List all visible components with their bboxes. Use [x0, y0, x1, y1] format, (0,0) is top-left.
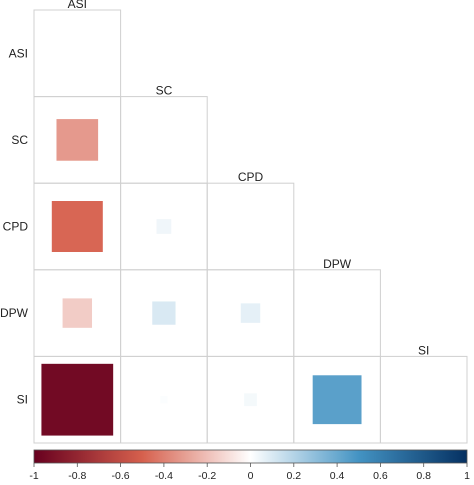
corr-square-dpw-cpd — [240, 303, 261, 323]
corr-square-dpw-sc — [152, 301, 176, 325]
colorbar-tick-label-1: 1 — [464, 470, 470, 482]
colorbar-tick-label-m0p4: -0.4 — [155, 470, 173, 482]
colorbar-tick-label-0p2: 0.2 — [286, 470, 301, 482]
colorbar-tick-label-m0p8: -0.8 — [68, 470, 86, 482]
colorbar-tick-label-0: 0 — [248, 470, 254, 482]
corr-square-cpd-sc — [156, 219, 172, 234]
colorbar — [33, 449, 468, 464]
column-label-asi: ASI — [68, 0, 87, 11]
corr-square-dpw-asi — [62, 298, 93, 328]
column-label-cpd: CPD — [238, 170, 264, 184]
corr-square-si-cpd — [244, 393, 257, 407]
row-label-sc: SC — [11, 133, 28, 147]
corr-square-sc-asi — [56, 119, 99, 161]
corr-square-cpd-asi — [51, 201, 103, 252]
cell-frame-sc-sc — [120, 96, 208, 184]
row-label-cpd: CPD — [3, 220, 29, 234]
row-label-dpw: DPW — [0, 306, 29, 320]
colorbar-tick-label-0p8: 0.8 — [416, 470, 431, 482]
cell-frame-cpd-cpd — [206, 182, 295, 271]
corr-square-si-asi — [41, 363, 114, 436]
column-label-sc: SC — [156, 84, 173, 98]
column-label-dpw: DPW — [323, 257, 352, 271]
corr-square-si-dpw — [312, 375, 362, 425]
row-label-si: SI — [17, 393, 28, 407]
row-label-asi: ASI — [9, 46, 28, 60]
colorbar-tick-label-m1: -1 — [29, 470, 38, 482]
corr-square-si-sc — [160, 396, 168, 404]
colorbar-tick-label-0p6: 0.6 — [373, 470, 388, 482]
colorbar-tick-label-m0p2: -0.2 — [198, 470, 216, 482]
cell-frame-si-si — [379, 355, 468, 444]
column-label-si: SI — [418, 343, 429, 357]
colorbar-tick-label-m0p6: -0.6 — [112, 470, 130, 482]
cell-frame-asi-asi — [33, 9, 122, 98]
cell-frame-dpw-dpw — [293, 269, 381, 357]
colorbar-tick-label-0p4: 0.4 — [330, 470, 345, 482]
